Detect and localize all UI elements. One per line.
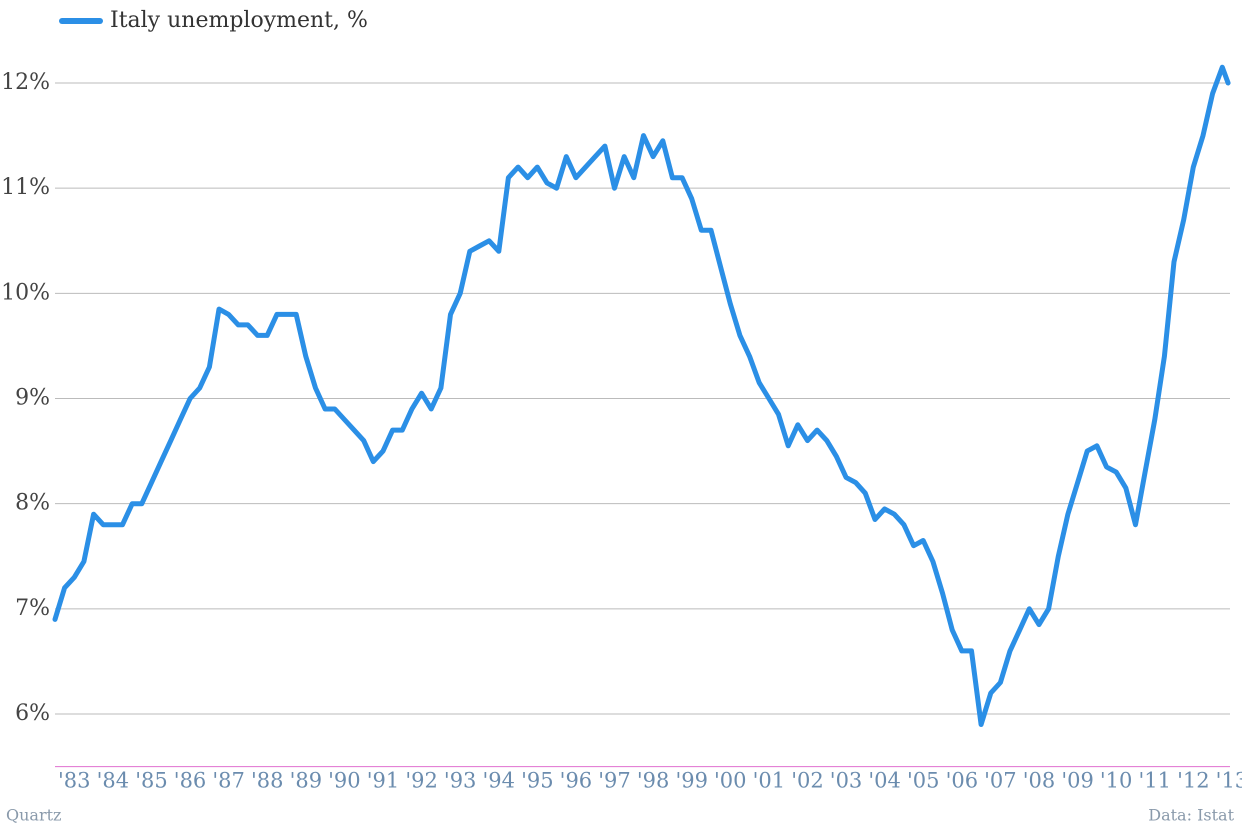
x-tick-label: '02 — [791, 769, 824, 793]
x-tick-label: '06 — [946, 769, 979, 793]
x-tick-label: '88 — [251, 769, 284, 793]
x-tick-label: '85 — [135, 769, 168, 793]
x-tick-label: '09 — [1061, 769, 1094, 793]
x-tick-label: '99 — [675, 769, 708, 793]
x-tick-label: '84 — [97, 769, 130, 793]
x-tick-label: '94 — [483, 769, 516, 793]
x-tick-label: '96 — [560, 769, 593, 793]
x-tick-label: '97 — [598, 769, 631, 793]
y-tick-label: 10% — [1, 280, 50, 305]
credit: Quartz — [6, 806, 61, 825]
x-tick-label: '03 — [830, 769, 863, 793]
x-tick-label: '95 — [521, 769, 554, 793]
source: Data: Istat — [1148, 806, 1234, 825]
x-tick-label: '83 — [58, 769, 91, 793]
x-tick-label: '11 — [1139, 769, 1172, 793]
y-tick-label: 6% — [15, 701, 50, 726]
x-tick-label: '92 — [405, 769, 438, 793]
x-tick-label: '12 — [1177, 769, 1210, 793]
y-tick-label: 9% — [15, 386, 50, 411]
x-tick-label: '89 — [290, 769, 323, 793]
y-tick-label: 8% — [15, 491, 50, 516]
x-tick-label: '90 — [328, 769, 361, 793]
x-tick-label: '07 — [984, 769, 1017, 793]
x-tick-label: '08 — [1023, 769, 1056, 793]
x-tick-label: '01 — [753, 769, 786, 793]
legend-label: Italy unemployment, % — [110, 8, 368, 33]
y-tick-label: 11% — [1, 175, 50, 200]
x-tick-label: '87 — [212, 769, 245, 793]
x-tick-label: '86 — [174, 769, 207, 793]
x-tick-label: '05 — [907, 769, 940, 793]
x-tick-label: '93 — [444, 769, 477, 793]
x-tick-label: '00 — [714, 769, 747, 793]
x-tick-label: '13 — [1216, 769, 1242, 793]
y-tick-label: 7% — [15, 596, 50, 621]
series-line — [52, 64, 1231, 727]
x-tick-label: '10 — [1100, 769, 1133, 793]
y-tick-label: 12% — [1, 70, 50, 95]
x-tick-label: '91 — [367, 769, 400, 793]
x-tick-label: '04 — [868, 769, 901, 793]
x-tick-label: '98 — [637, 769, 670, 793]
